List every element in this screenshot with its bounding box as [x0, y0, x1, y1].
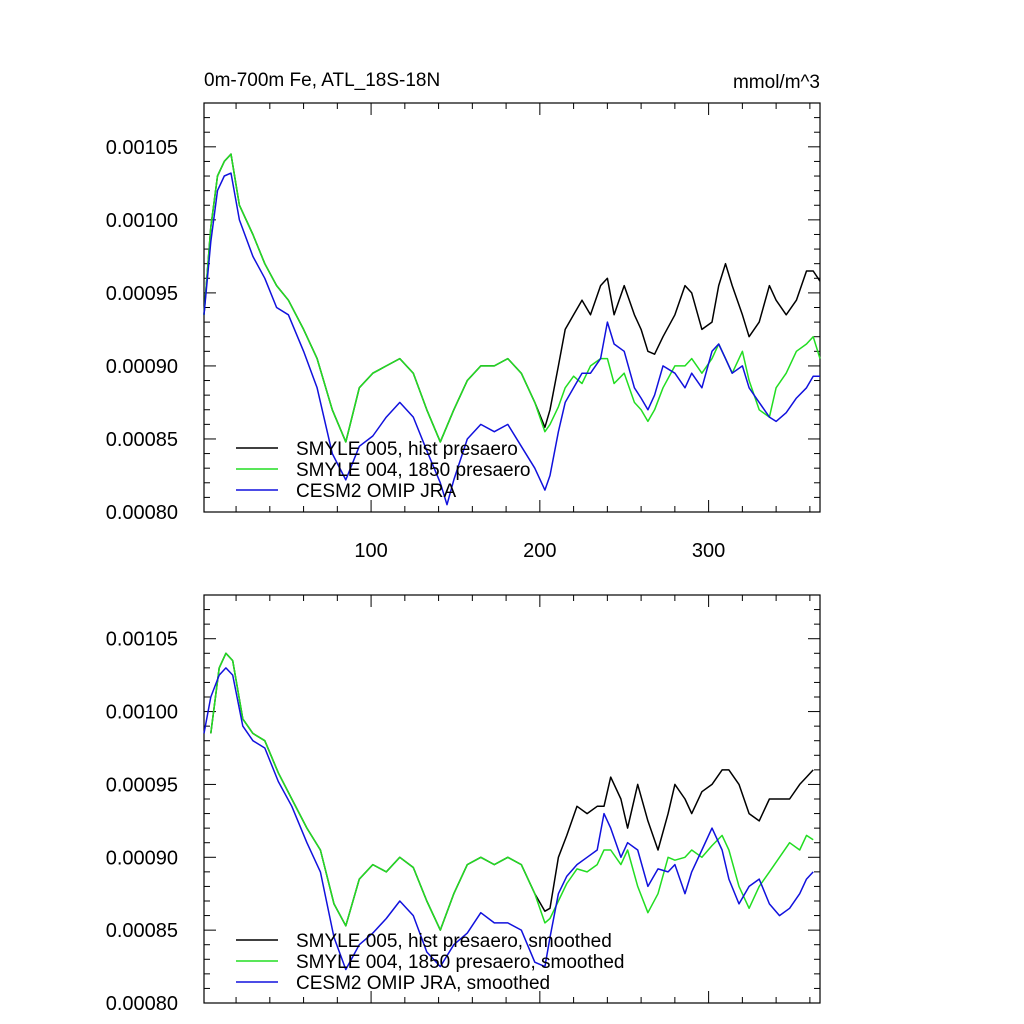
- top-y-tick-label: 0.00100: [106, 210, 178, 232]
- top-legend-label-2: SMYLE 004, 1850 presaero: [296, 460, 531, 481]
- top-y-tick-label: 0.00080: [106, 502, 178, 524]
- top-y-tick-label: 0.00105: [106, 137, 178, 159]
- bottom-series-line-3: [203, 667, 814, 971]
- bottom-legend-label-3: CESM2 OMIP JRA, smoothed: [296, 973, 550, 994]
- top-x-tick-label: 100: [354, 540, 387, 562]
- chart-units-label: mmol/m^3: [733, 72, 820, 93]
- top-legend-label-1: SMYLE 005, hist presaero: [296, 439, 518, 460]
- top-series-line-3: [203, 172, 820, 506]
- top-series-line-1: [203, 153, 821, 443]
- top-series-line-2: [203, 153, 821, 443]
- top-legend-label-3: CESM2 OMIP JRA: [296, 481, 456, 502]
- bottom-y-tick-label: 0.00105: [106, 629, 178, 651]
- bottom-panel: 0.00080 0.00085 0.00090 0.00095 0.00100 0.001…: [106, 594, 821, 1015]
- top-x-tick-label: 300: [692, 540, 725, 562]
- bottom-y-tick-label: 0.00090: [106, 847, 178, 869]
- bottom-y-tick-label: 0.00085: [106, 920, 178, 942]
- top-y-tick-label: 0.00085: [106, 429, 178, 451]
- bottom-y-tick-label: 0.00095: [106, 774, 178, 796]
- top-x-tick-label: 200: [523, 540, 556, 562]
- top-y-tick-label: 0.00095: [106, 283, 178, 305]
- bottom-series-line-1: [210, 652, 814, 931]
- top-panel: 0.00080 0.00085 0.00090 0.00095 0.00100 0.001…: [106, 102, 821, 562]
- bottom-legend-label-1: SMYLE 005, hist presaero, smoothed: [296, 931, 612, 952]
- bottom-legend-label-2: SMYLE 004, 1850 presaero, smoothed: [296, 952, 624, 973]
- top-y-tick-label: 0.00090: [106, 356, 178, 378]
- bottom-y-tick-label: 0.00100: [106, 702, 178, 724]
- bottom-y-tick-label: 0.00080: [106, 993, 178, 1015]
- chart-left-title: 0m-700m Fe, ATL_18S-18N: [204, 70, 440, 91]
- bottom-series-line-2: [210, 652, 814, 931]
